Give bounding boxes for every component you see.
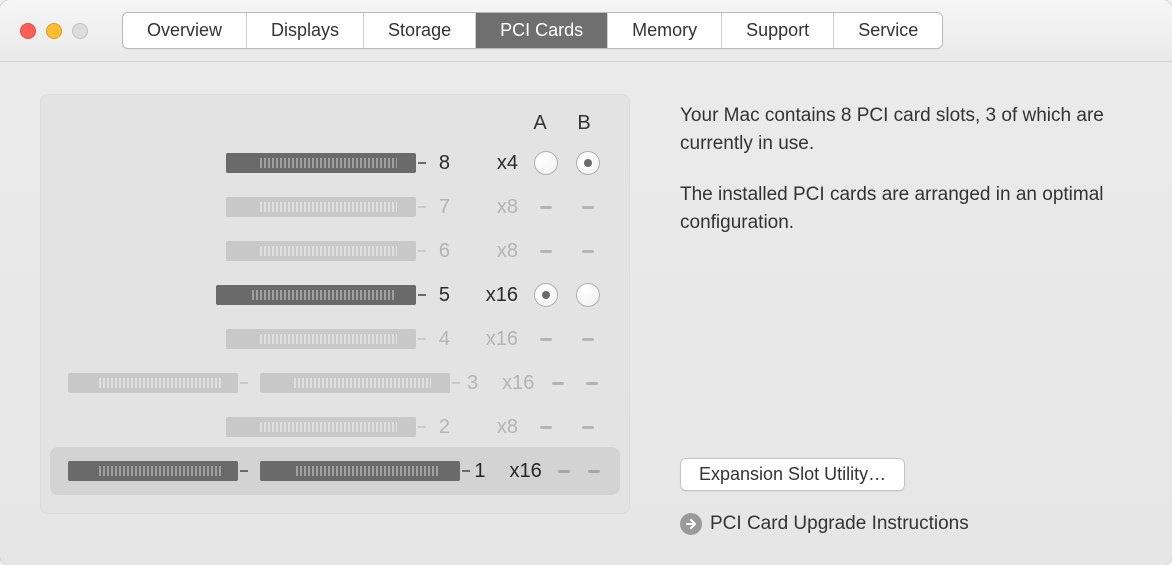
- slot-number: 1: [474, 460, 486, 483]
- pool-dash-icon: [586, 382, 598, 385]
- pool-dash-icon: [540, 426, 552, 429]
- slot-number: 8: [430, 152, 450, 175]
- pool-cell-b: [582, 382, 602, 385]
- slot-lanes: x4: [474, 152, 518, 175]
- slot-connector-icon: [226, 329, 416, 349]
- pool-radio-b[interactable]: [576, 151, 600, 175]
- slot-row-8: 8 x4: [68, 141, 602, 185]
- tab-storage[interactable]: Storage: [364, 13, 476, 48]
- pool-header: A B: [68, 112, 602, 135]
- tab-overview[interactable]: Overview: [123, 13, 247, 48]
- pool-dash-icon: [552, 382, 564, 385]
- slot-connector-icon: [260, 373, 450, 393]
- slot-extra-connector-icon: [68, 461, 238, 481]
- pool-cell-a: [548, 382, 568, 385]
- info-paragraph-2: The installed PCI cards are arranged in …: [680, 181, 1132, 236]
- slot-connector-icon: [260, 461, 460, 481]
- slot-number: 4: [430, 328, 450, 351]
- pool-cell-b: [574, 426, 602, 429]
- pool-dash-icon: [588, 470, 600, 473]
- pool-cell-a: [532, 151, 560, 175]
- pool-dash-icon: [540, 338, 552, 341]
- tab-pci-cards[interactable]: PCI Cards: [476, 13, 608, 48]
- pool-cell-a: [532, 283, 560, 307]
- pool-cell-a: [532, 426, 560, 429]
- pool-cell-a: [532, 206, 560, 209]
- slot-connector-icon: [226, 241, 416, 261]
- slot-lanes: x16: [474, 328, 518, 351]
- pool-cell-b: [574, 283, 602, 307]
- pool-cell-b: [574, 338, 602, 341]
- slot-number: 6: [430, 240, 450, 263]
- arrow-right-circle-icon: [680, 513, 702, 535]
- slot-row-1: 1 x16: [68, 449, 602, 493]
- tab-memory[interactable]: Memory: [608, 13, 722, 48]
- slot-number: 5: [430, 284, 450, 307]
- slot-extra-connector-icon: [68, 373, 238, 393]
- pool-dash-icon: [582, 250, 594, 253]
- pool-dash-icon: [582, 206, 594, 209]
- info-panel: Your Mac contains 8 PCI card slots, 3 of…: [680, 94, 1132, 535]
- slot-number: 3: [464, 372, 478, 395]
- pool-cell-a: [532, 338, 560, 341]
- titlebar: OverviewDisplaysStoragePCI CardsMemorySu…: [0, 0, 1172, 62]
- slot-connector-icon: [216, 285, 416, 305]
- content: A B 8 x4 7 x8 6 x8 5 x16 4 x16 3 x16 2 x8 1 x16 Your Ma…: [0, 62, 1172, 565]
- tab-strip: OverviewDisplaysStoragePCI CardsMemorySu…: [122, 12, 943, 49]
- pool-radio-a[interactable]: [534, 283, 558, 307]
- slot-lanes: x16: [474, 284, 518, 307]
- pool-radio-b[interactable]: [576, 283, 600, 307]
- traffic-lights: [20, 23, 88, 39]
- pool-b-label: B: [572, 112, 596, 135]
- slot-lanes: x8: [474, 196, 518, 219]
- pool-cell-b: [574, 206, 602, 209]
- info-paragraph-1: Your Mac contains 8 PCI card slots, 3 of…: [680, 102, 1132, 157]
- pool-dash-icon: [582, 426, 594, 429]
- slot-connector-icon: [226, 197, 416, 217]
- slot-connector-icon: [226, 417, 416, 437]
- slot-row-7: 7 x8: [68, 185, 602, 229]
- slot-row-2: 2 x8: [68, 405, 602, 449]
- close-icon[interactable]: [20, 23, 36, 39]
- pool-cell-b: [574, 151, 602, 175]
- slot-number: 7: [430, 196, 450, 219]
- zoom-icon: [72, 23, 88, 39]
- tab-support[interactable]: Support: [722, 13, 834, 48]
- minimize-icon[interactable]: [46, 23, 62, 39]
- pool-a-label: A: [528, 112, 552, 135]
- pci-upgrade-link[interactable]: PCI Card Upgrade Instructions: [680, 513, 1132, 535]
- slot-row-3: 3 x16: [68, 361, 602, 405]
- pool-dash-icon: [558, 470, 570, 473]
- slot-lanes: x8: [474, 240, 518, 263]
- tab-displays[interactable]: Displays: [247, 13, 364, 48]
- slot-row-5: 5 x16: [68, 273, 602, 317]
- slot-lanes: x8: [474, 416, 518, 439]
- slot-row-6: 6 x8: [68, 229, 602, 273]
- pool-dash-icon: [540, 250, 552, 253]
- expansion-slot-utility-button[interactable]: Expansion Slot Utility…: [680, 458, 905, 491]
- pool-cell-b: [586, 470, 602, 473]
- info-text: Your Mac contains 8 PCI card slots, 3 of…: [680, 102, 1132, 260]
- pci-upgrade-link-label: PCI Card Upgrade Instructions: [710, 513, 969, 535]
- slot-number: 2: [430, 416, 450, 439]
- tab-service[interactable]: Service: [834, 13, 942, 48]
- slot-diagram: A B 8 x4 7 x8 6 x8 5 x16 4 x16 3 x16 2 x8 1 x16: [40, 94, 630, 514]
- slot-connector-icon: [226, 153, 416, 173]
- window: OverviewDisplaysStoragePCI CardsMemorySu…: [0, 0, 1172, 565]
- slot-row-4: 4 x16: [68, 317, 602, 361]
- slot-lanes: x16: [510, 460, 542, 483]
- pool-radio-a[interactable]: [534, 151, 558, 175]
- pool-dash-icon: [540, 206, 552, 209]
- pool-dash-icon: [582, 338, 594, 341]
- pool-cell-a: [556, 470, 572, 473]
- pool-cell-a: [532, 250, 560, 253]
- pool-cell-b: [574, 250, 602, 253]
- slot-lanes: x16: [502, 372, 534, 395]
